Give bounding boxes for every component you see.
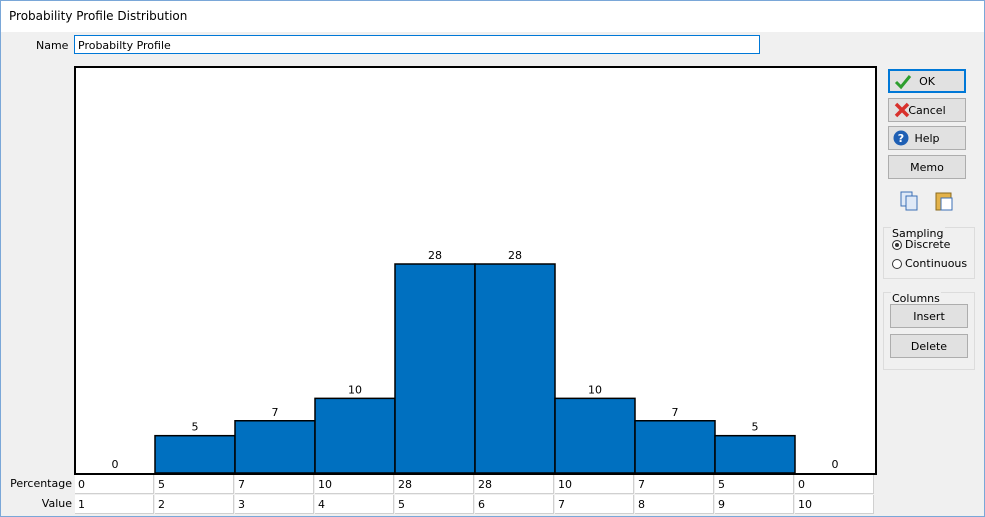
table-cell[interactable]: 8 [635, 495, 714, 514]
table-cell[interactable]: 28 [395, 475, 474, 494]
column-button[interactable]: Insert [890, 304, 968, 328]
table-cell[interactable]: 4 [315, 495, 394, 514]
name-label: Name [36, 39, 69, 52]
radio-circle [892, 258, 902, 269]
bar [314, 397, 396, 474]
table-cell[interactable]: 2 [155, 495, 234, 514]
columns-group: Columns Insert Delete [883, 292, 975, 370]
table-cell[interactable]: 5 [395, 495, 474, 514]
radio-text: Discrete [905, 238, 951, 251]
memo-text: Memo [910, 160, 944, 174]
memo-button[interactable]: Memo [888, 155, 966, 179]
title-bar: Probability Profile Distribution [1, 1, 984, 32]
cancel-button[interactable]: Cancel [888, 98, 966, 122]
copy-icon[interactable] [898, 190, 920, 212]
sampling-group: Sampling Discrete Continuous [883, 227, 975, 279]
table-cell[interactable]: 7 [635, 475, 714, 494]
table-cell[interactable]: 28 [475, 475, 554, 494]
bar [634, 420, 716, 474]
table-cell[interactable]: 6 [475, 495, 554, 514]
table-cell[interactable]: 10 [795, 495, 874, 514]
table-cell[interactable]: 5 [155, 475, 234, 494]
ok-button[interactable]: OK [888, 69, 966, 93]
bar-label: 5 [192, 421, 199, 434]
bar [234, 420, 316, 474]
cancel-icon [894, 102, 910, 118]
bar-label: 0 [832, 458, 839, 471]
table-cell[interactable]: 0 [795, 475, 874, 494]
bar-label: 7 [672, 406, 679, 419]
chart: 0 5 7 10 28 28 10 7 5 0 [74, 66, 877, 475]
radio-option[interactable]: Continuous [892, 257, 967, 270]
ok-icon [894, 75, 912, 90]
svg-text:?: ? [898, 132, 904, 145]
bar-label: 0 [112, 458, 119, 471]
row-label: Value [41, 497, 72, 510]
table-cell[interactable]: 7 [555, 495, 634, 514]
name-input[interactable]: Probabilty Profile [74, 35, 760, 54]
radio-text: Continuous [905, 257, 968, 270]
table-cell[interactable]: 3 [235, 495, 314, 514]
radio-option[interactable]: Discrete [892, 238, 950, 251]
help-text: Help [914, 131, 940, 145]
bar-label: 28 [508, 249, 522, 262]
paste-icon[interactable] [933, 190, 955, 212]
bar-label: 7 [272, 406, 279, 419]
column-button[interactable]: Delete [890, 334, 968, 358]
bar-label: 10 [348, 383, 362, 396]
bar [154, 434, 236, 474]
ok-text: OK [919, 74, 935, 88]
bar [474, 263, 556, 474]
bar [554, 397, 636, 474]
table-cell[interactable]: 7 [235, 475, 314, 494]
cancel-text: Cancel [908, 103, 946, 117]
table-cell[interactable]: 10 [315, 475, 394, 494]
bar [714, 434, 796, 474]
row-label: Percentage [10, 477, 72, 490]
bar-label: 28 [428, 249, 442, 262]
window-title: Probability Profile Distribution [9, 9, 188, 23]
columns-title: Columns [891, 292, 941, 305]
table-cell[interactable]: 0 [75, 475, 154, 494]
table-cell[interactable]: 9 [715, 495, 794, 514]
table-cell[interactable]: 10 [555, 475, 634, 494]
bar [394, 263, 476, 474]
data-table: Percentage 0 5 7 10 28 28 10 7 5 0 Value 1 2 3 4 5 6 7 8 9 10 [1, 475, 877, 515]
help-button[interactable]: ? Help [888, 126, 966, 150]
sampling-title: Sampling [891, 227, 945, 240]
radio-circle [892, 239, 902, 250]
table-cell[interactable]: 5 [715, 475, 794, 494]
bar-label: 5 [752, 421, 759, 434]
help-icon: ? [893, 130, 909, 146]
table-cell[interactable]: 1 [75, 495, 154, 514]
bar-label: 10 [588, 383, 602, 396]
